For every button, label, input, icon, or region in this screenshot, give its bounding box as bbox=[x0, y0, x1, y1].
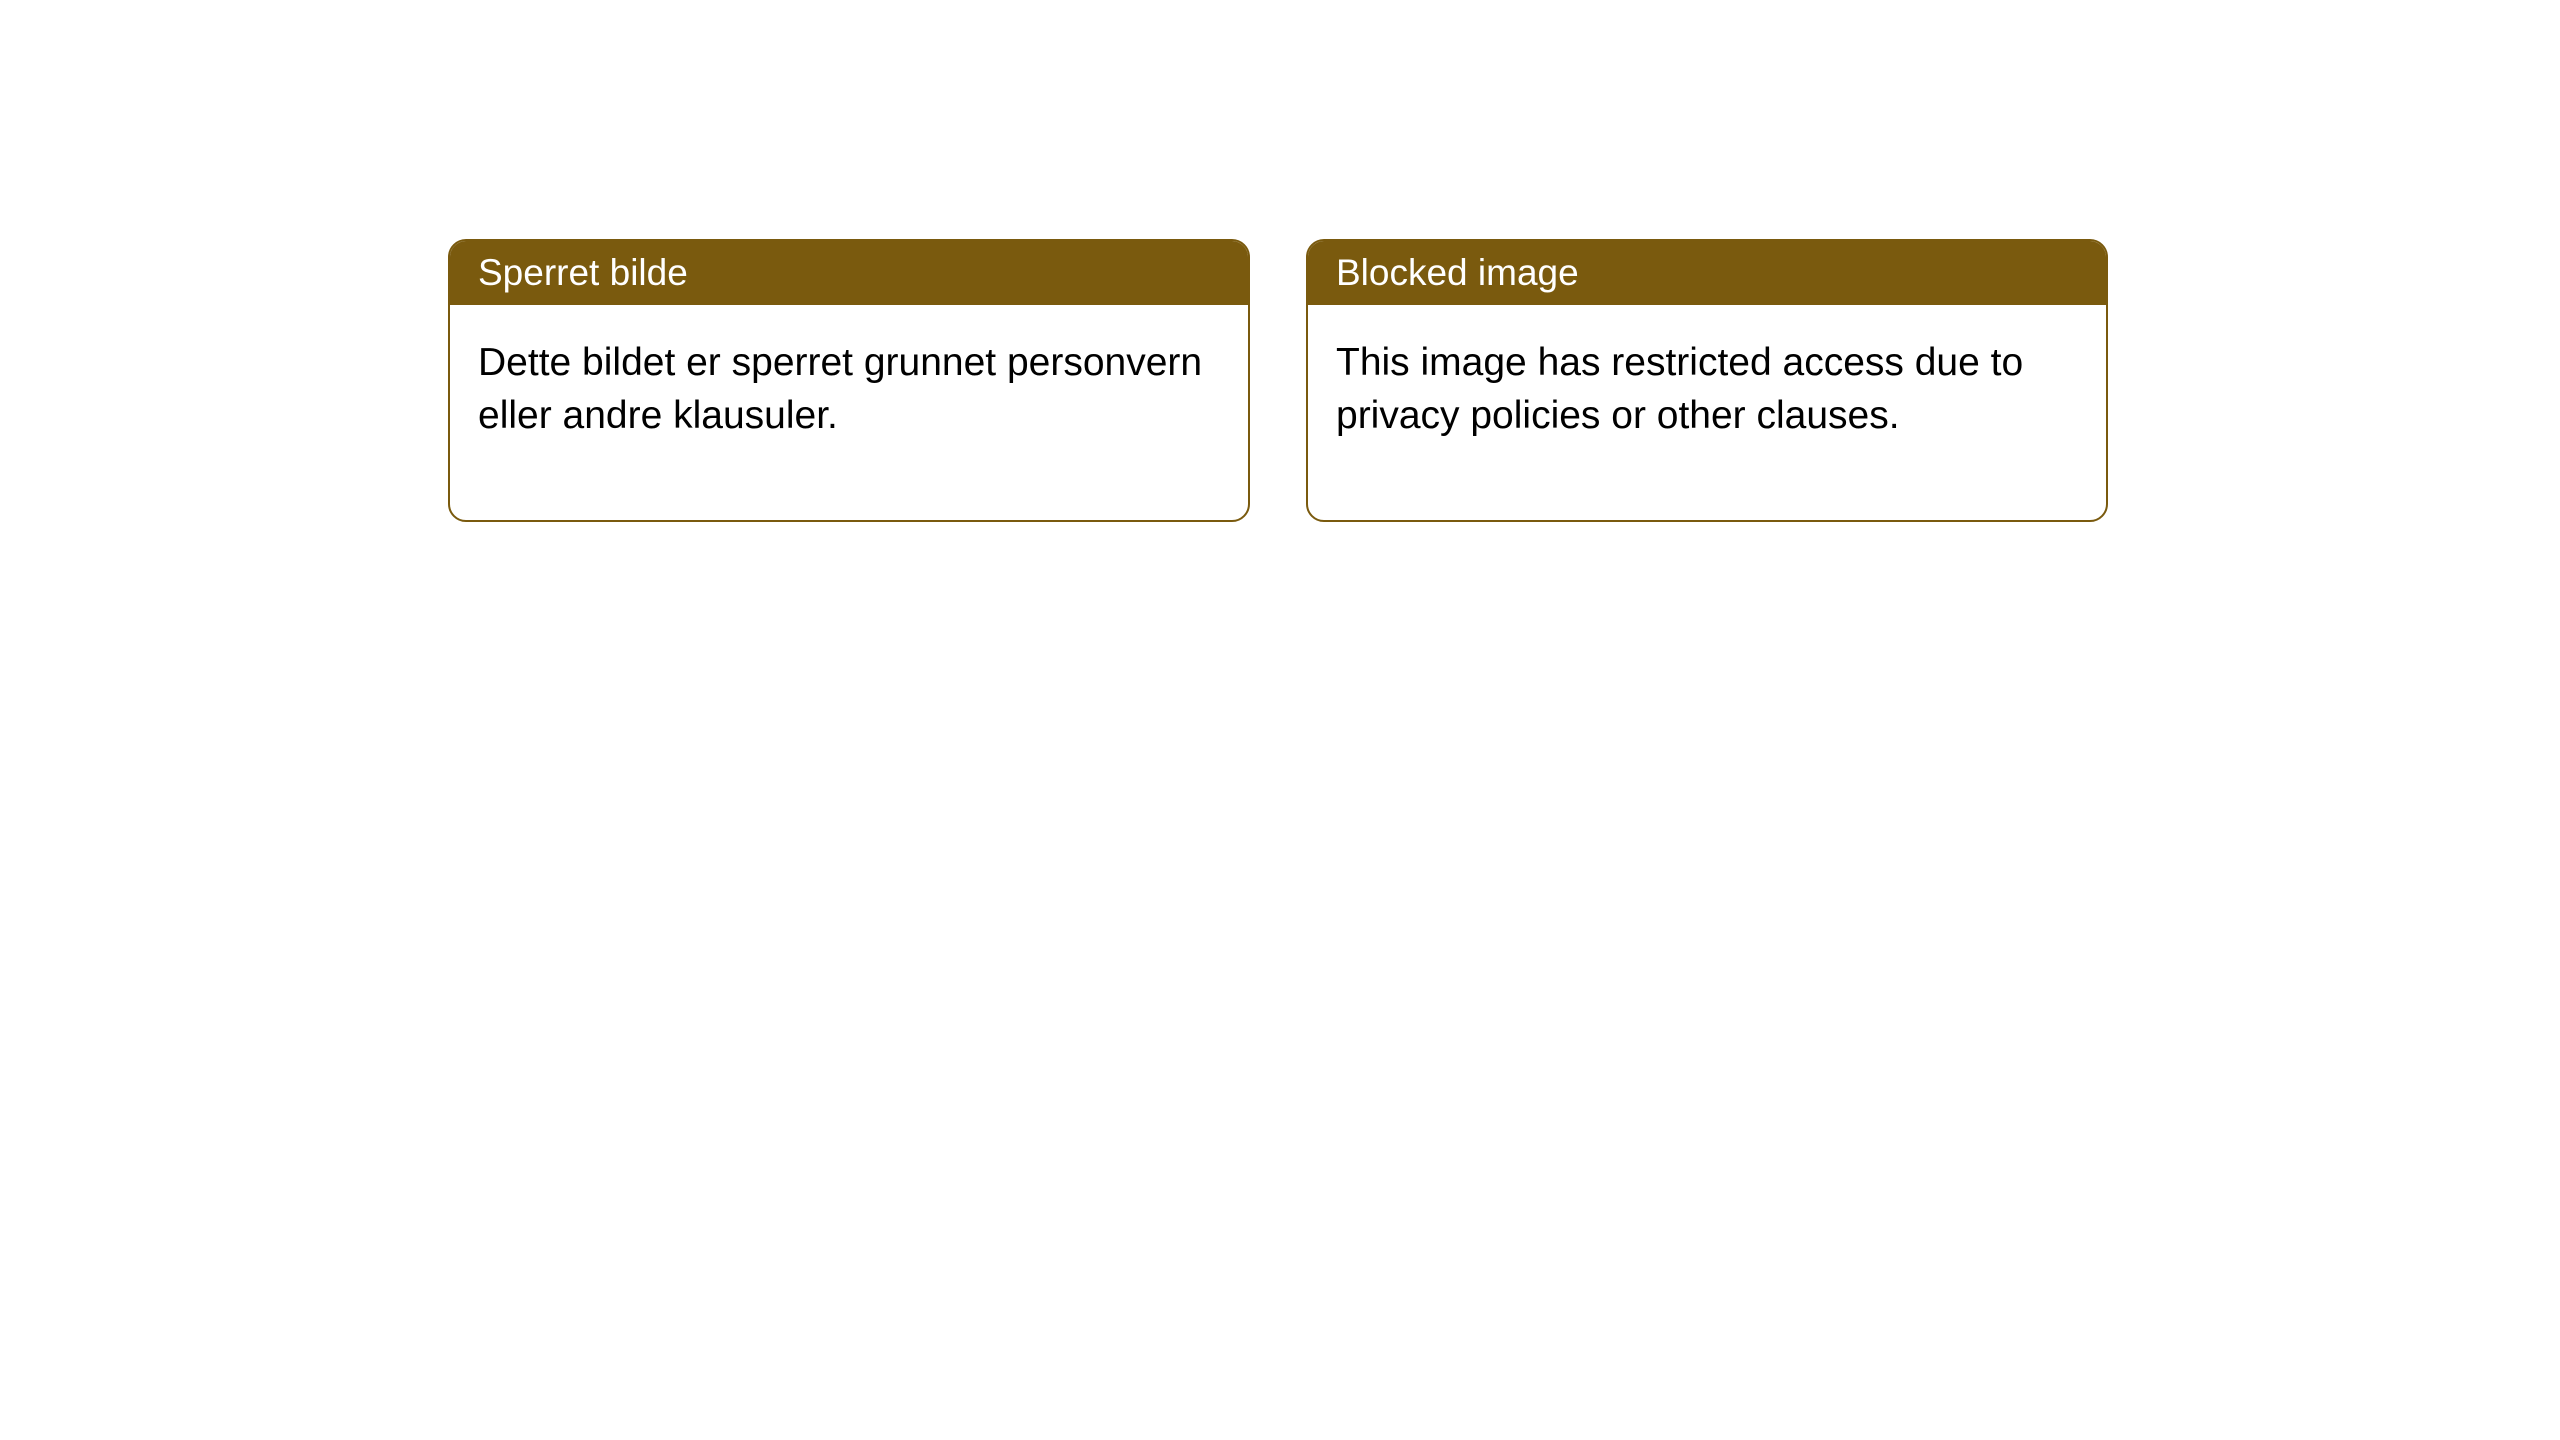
notice-title: Sperret bilde bbox=[478, 252, 688, 293]
notice-header: Sperret bilde bbox=[450, 241, 1248, 305]
notice-box-english: Blocked image This image has restricted … bbox=[1306, 239, 2108, 522]
notice-body-text: This image has restricted access due to … bbox=[1336, 341, 2023, 437]
notice-body-text: Dette bildet er sperret grunnet personve… bbox=[478, 341, 1202, 437]
notice-title: Blocked image bbox=[1336, 252, 1579, 293]
notice-box-norwegian: Sperret bilde Dette bildet er sperret gr… bbox=[448, 239, 1250, 522]
notice-body: This image has restricted access due to … bbox=[1308, 305, 2106, 520]
notice-header: Blocked image bbox=[1308, 241, 2106, 305]
notice-body: Dette bildet er sperret grunnet personve… bbox=[450, 305, 1248, 520]
notice-container: Sperret bilde Dette bildet er sperret gr… bbox=[0, 0, 2560, 522]
